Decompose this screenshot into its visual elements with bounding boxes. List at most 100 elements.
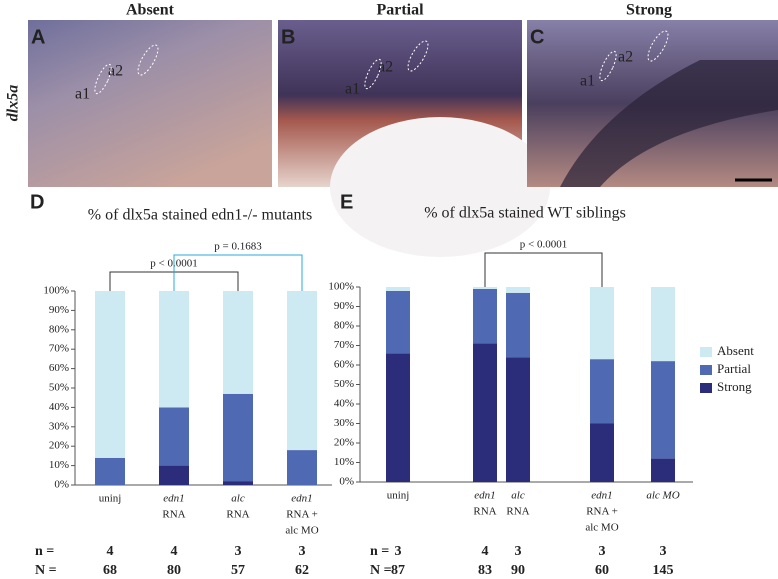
n-label: n = <box>370 544 389 559</box>
y-tick-label: 60% <box>334 359 354 371</box>
x-tick-label: edn1 <box>291 493 312 505</box>
y-tick-label: 40% <box>334 398 354 410</box>
y-tick-label: 70% <box>49 343 69 355</box>
x-tick-label: alc MO <box>646 490 679 502</box>
bar-segment <box>159 465 189 485</box>
n-value: 3 <box>660 544 667 559</box>
x-tick-label: edn1 <box>591 490 612 502</box>
N-value: 83 <box>478 563 492 578</box>
x-tick-label: alc <box>511 490 525 502</box>
x-tick-label: alc <box>231 493 245 505</box>
y-tick-label: 30% <box>334 417 354 429</box>
N-value: 80 <box>167 563 181 578</box>
significance-bracket <box>173 254 303 291</box>
n-value: 3 <box>395 544 402 559</box>
y-tick-label: 60% <box>49 362 69 374</box>
x-tick-label: RNA <box>473 506 496 518</box>
N-value: 87 <box>391 563 405 578</box>
bar-segment <box>95 291 125 458</box>
y-tick-label: 30% <box>49 420 69 432</box>
chart-title: % of dlx5a stained WT siblings <box>424 205 626 222</box>
bar-segment <box>506 292 530 358</box>
y-tick-label: 40% <box>49 401 69 413</box>
legend-swatch <box>700 347 712 357</box>
y-tick-label: 100% <box>328 281 354 293</box>
bar-segment <box>386 287 410 291</box>
region-label: a1 <box>580 73 595 90</box>
x-tick-label: RNA <box>506 506 529 518</box>
x-tick-label: uninj <box>387 490 410 502</box>
panel-title: Absent <box>126 2 175 19</box>
region-outline <box>364 58 382 90</box>
x-tick-label: edn1 <box>474 490 495 502</box>
bar-segment <box>473 288 497 344</box>
legend-swatch <box>700 383 712 393</box>
region-label: a2 <box>108 63 123 80</box>
bar-segment <box>95 457 125 485</box>
row-label: dlx5a <box>5 85 22 121</box>
y-tick-label: 90% <box>334 300 354 312</box>
significance-bracket <box>484 252 603 287</box>
p-value: p < 0.0001 <box>520 239 567 251</box>
legend-swatch <box>700 365 712 375</box>
panel-letter: B <box>281 26 295 48</box>
panel-letter: D <box>30 191 44 213</box>
y-tick-label: 70% <box>334 339 354 351</box>
bar-segment <box>651 458 675 482</box>
x-tick-label: RNA + <box>286 509 318 521</box>
bar-segment <box>386 353 410 482</box>
panel-letter: C <box>530 26 544 48</box>
N-value: 90 <box>511 563 525 578</box>
x-tick-label: alc MO <box>585 522 618 534</box>
bar-segment <box>223 291 253 394</box>
n-value: 3 <box>299 544 306 559</box>
n-label: n = <box>35 544 54 559</box>
x-tick-label: RNA + <box>586 506 618 518</box>
bar-segment <box>590 287 614 360</box>
region-outline <box>137 44 159 76</box>
N-label: N = <box>370 563 392 578</box>
N-label: N = <box>35 563 57 578</box>
y-tick-label: 10% <box>49 459 69 471</box>
x-tick-label: uninj <box>99 493 122 505</box>
photo-row: dlx5a <box>5 20 778 257</box>
y-tick-label: 80% <box>49 323 69 335</box>
chart-title: % of dlx5a stained edn1-/- mutants <box>88 207 312 224</box>
y-tick-label: 10% <box>334 456 354 468</box>
legend-label: Partial <box>717 361 751 376</box>
x-tick-label: alc MO <box>285 525 318 537</box>
bar-segment <box>473 287 497 289</box>
bar-segment <box>287 291 317 451</box>
n-value: 3 <box>599 544 606 559</box>
bar-segment <box>223 393 253 482</box>
bar-segment <box>159 291 189 408</box>
panel-title: Strong <box>626 2 672 19</box>
x-tick-label: RNA <box>226 509 249 521</box>
bar-segment <box>223 481 253 485</box>
N-value: 60 <box>595 563 609 578</box>
bar-segment <box>651 287 675 362</box>
N-value: 57 <box>231 563 245 578</box>
x-tick-label: RNA <box>162 509 185 521</box>
bar-segment <box>506 287 530 293</box>
n-value: 4 <box>171 544 178 559</box>
y-tick-label: 0% <box>54 479 69 491</box>
panel-letter: E <box>340 191 353 213</box>
x-tick-label: edn1 <box>163 493 184 505</box>
bar-segment <box>473 343 497 482</box>
bar-segment <box>159 407 189 466</box>
region-label: a2 <box>618 49 633 66</box>
photo <box>28 20 272 187</box>
N-value: 62 <box>295 563 309 578</box>
y-tick-label: 100% <box>43 285 69 297</box>
y-tick-label: 0% <box>339 476 354 488</box>
bar-segment <box>386 290 410 354</box>
region-outline <box>94 63 112 95</box>
legend-label: Absent <box>717 343 754 358</box>
region-label: a1 <box>345 81 360 98</box>
bar-segment <box>590 423 614 482</box>
y-tick-label: 90% <box>49 304 69 316</box>
bar-segment <box>506 357 530 482</box>
panel-letter: A <box>31 26 45 48</box>
N-value: 145 <box>653 563 674 578</box>
